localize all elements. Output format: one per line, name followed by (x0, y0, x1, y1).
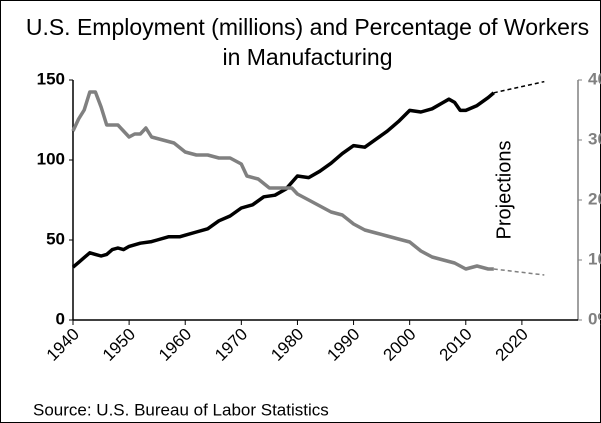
y-tick-label: 100 (37, 149, 65, 168)
series-line (71, 90, 494, 271)
x-tick-label: 2000 (379, 325, 419, 365)
x-tick-label: 2020 (492, 325, 532, 365)
y-tick-label: 150 (37, 69, 65, 88)
y2-tick-label: 0% (588, 309, 601, 328)
series-line (493, 268, 545, 276)
y-tick-label: 0 (56, 309, 65, 328)
y2-tick-label: 20% (588, 189, 601, 208)
x-tick-label: 1940 (43, 325, 83, 365)
y2-tick-label: 30% (588, 129, 601, 148)
y2-tick-label: 10% (588, 249, 601, 268)
series-line (493, 80, 545, 94)
x-tick-label: 1970 (211, 325, 251, 365)
y-tick-label: 50 (46, 229, 65, 248)
x-tick-label: 2010 (436, 325, 476, 365)
x-tick-label: 1950 (99, 325, 139, 365)
x-tick-label: 1960 (155, 325, 195, 365)
annotation: Projections (493, 141, 515, 240)
y2-tick-label: 40% (588, 69, 601, 88)
x-tick-label: 1980 (267, 325, 307, 365)
series-line (71, 91, 495, 269)
x-tick-label: 1990 (323, 325, 363, 365)
chart-title: U.S. Employment (millions) and Percentag… (25, 14, 590, 70)
source: Source: U.S. Bureau of Labor Statistics (33, 400, 329, 419)
